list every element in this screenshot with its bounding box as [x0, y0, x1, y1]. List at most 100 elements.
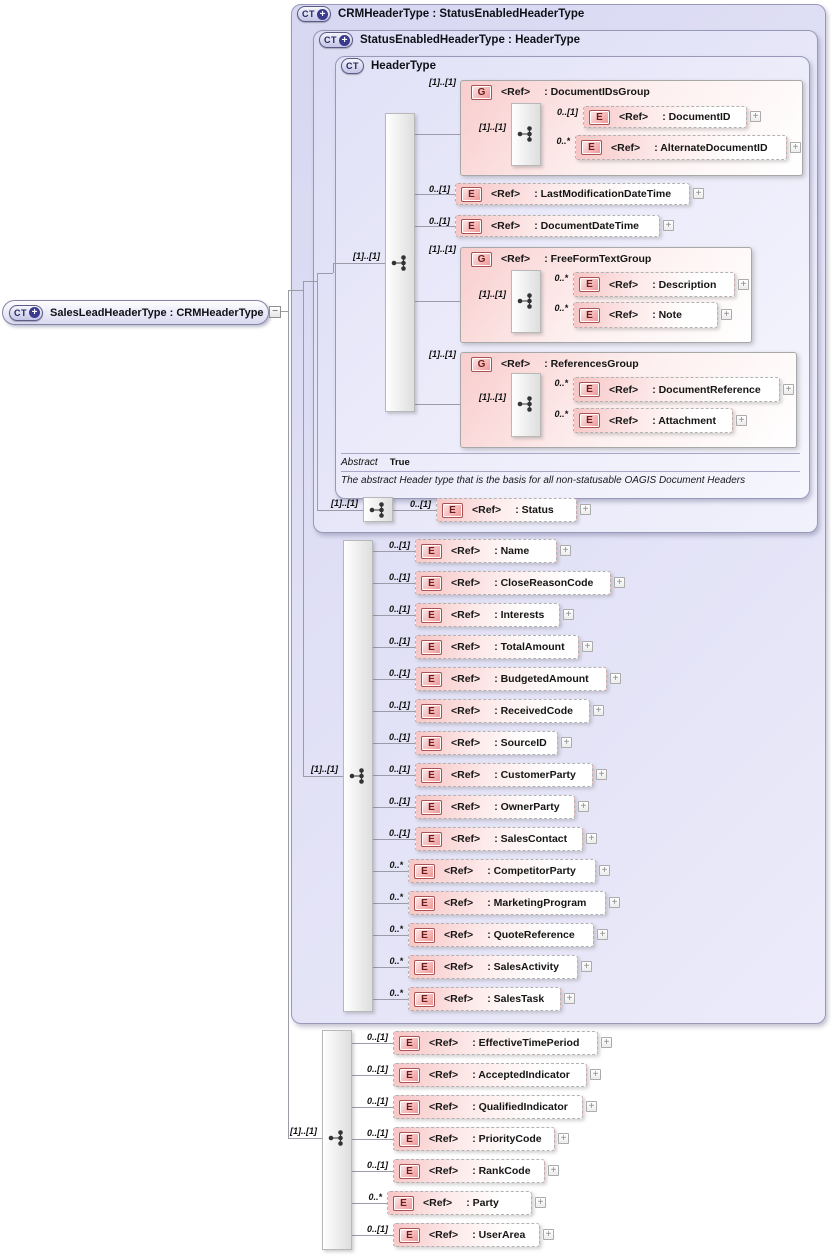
element-acceptedindicator[interactable]: E <Ref>: AcceptedIndicator [393, 1063, 587, 1087]
connector-line [288, 290, 303, 291]
separator [341, 471, 800, 472]
connector-line [373, 935, 408, 936]
expand-icon[interactable]: + [750, 111, 761, 122]
element-competitorparty[interactable]: E <Ref>: CompetitorParty [408, 859, 596, 883]
element-interests[interactable]: E <Ref>: Interests [415, 603, 560, 627]
connector-line [373, 871, 408, 872]
cardinality-label: 0..* [389, 956, 403, 966]
element-salesactivity[interactable]: E <Ref>: SalesActivity [408, 955, 578, 979]
group-icon: G [471, 84, 492, 100]
connector-line [373, 903, 408, 904]
element-icon: E [461, 218, 482, 234]
expand-icon[interactable]: + [614, 577, 625, 588]
element-sourceid[interactable]: E <Ref>: SourceID [415, 731, 558, 755]
element-name: : LastModificationDateTime [534, 188, 672, 200]
expand-icon[interactable]: + [581, 961, 592, 972]
element-name: : Party [466, 1197, 499, 1209]
expand-icon[interactable]: + [578, 801, 589, 812]
connector-line [373, 615, 415, 616]
expand-icon[interactable]: + [535, 1197, 546, 1208]
element-marketingprogram[interactable]: E <Ref>: MarketingProgram [408, 891, 606, 915]
element-ref: <Ref> [444, 929, 474, 941]
abstract-value: True [389, 457, 410, 468]
element-salestask[interactable]: E <Ref>: SalesTask [408, 987, 561, 1011]
expand-icon[interactable]: + [590, 1069, 601, 1080]
expand-icon[interactable]: + [597, 929, 608, 940]
element-note[interactable]: E <Ref>: Note [573, 302, 718, 328]
abstract-label: Abstract [341, 457, 378, 468]
cardinality-label: 0..[1] [388, 828, 410, 838]
expand-icon[interactable]: + [738, 279, 749, 290]
element-qualifiedindicator[interactable]: E <Ref>: QualifiedIndicator [393, 1095, 583, 1119]
element-icon: E [579, 413, 600, 428]
element-ref: <Ref> [444, 961, 474, 973]
element-party[interactable]: E <Ref>: Party [387, 1191, 532, 1215]
element-userarea[interactable]: E <Ref>: UserArea [393, 1223, 540, 1247]
element-icon: E [414, 927, 435, 943]
expand-icon[interactable]: + [593, 705, 604, 716]
expand-icon[interactable]: + [564, 993, 575, 1004]
expand-icon[interactable]: + [561, 737, 572, 748]
sequence-bar-seq-references [511, 373, 541, 437]
expand-icon[interactable]: + [693, 188, 704, 199]
expand-icon[interactable]: + [582, 641, 593, 652]
cardinality-label: [1]..[1] [429, 244, 456, 254]
element-description[interactable]: E <Ref>: Description [573, 272, 735, 297]
element-closereasoncode[interactable]: E <Ref>: CloseReasonCode [415, 571, 611, 595]
group-header-documentidsgroup: G <Ref>: DocumentIDsGroup [466, 83, 650, 101]
element-documentreference[interactable]: E <Ref>: DocumentReference [573, 377, 780, 402]
expand-icon[interactable]: + [558, 1133, 569, 1144]
element-status[interactable]: E <Ref>: Status [436, 498, 577, 522]
cardinality-label: 0..[1] [388, 764, 410, 774]
element-rankcode[interactable]: E <Ref>: RankCode [393, 1159, 545, 1183]
element-receivedcode[interactable]: E <Ref>: ReceivedCode [415, 699, 590, 723]
element-prioritycode[interactable]: E <Ref>: PriorityCode [393, 1127, 555, 1151]
expand-icon[interactable]: + [610, 673, 621, 684]
element-name: : QuoteReference [487, 929, 575, 941]
expand-icon[interactable]: + [548, 1165, 559, 1176]
connector-line [373, 743, 415, 744]
cardinality-label: 0..* [554, 273, 568, 283]
expand-icon[interactable]: + [736, 415, 747, 426]
connector-line [288, 1138, 322, 1139]
element-attachment[interactable]: E <Ref>: Attachment [573, 408, 733, 433]
expand-icon[interactable]: + [601, 1037, 612, 1048]
element-budgetedamount[interactable]: E <Ref>: BudgetedAmount [415, 667, 607, 691]
element-ownerparty[interactable]: E <Ref>: OwnerParty [415, 795, 575, 819]
connector-line [303, 776, 343, 777]
expand-icon[interactable]: + [563, 609, 574, 620]
expand-icon[interactable]: + [599, 865, 610, 876]
element-icon: E [414, 991, 435, 1007]
expand-icon[interactable]: + [721, 309, 732, 320]
element-name[interactable]: E <Ref>: Name [415, 539, 557, 563]
element-quotereference[interactable]: E <Ref> : QuoteReference [408, 923, 594, 947]
group-ref: <Ref> [501, 253, 531, 265]
root-type-node[interactable]: CT + SalesLeadHeaderType : CRMHeaderType [2, 300, 269, 325]
expand-icon[interactable]: + [580, 504, 591, 515]
expand-icon[interactable]: + [783, 384, 794, 395]
expand-icon[interactable]: + [586, 833, 597, 844]
expand-icon[interactable]: + [609, 897, 620, 908]
element-alternatedocumentid[interactable]: E <Ref>: AlternateDocumentID [575, 135, 787, 160]
expand-icon[interactable]: + [790, 142, 801, 153]
element-ref: <Ref> [429, 1165, 459, 1177]
element-ref: <Ref> [451, 705, 481, 717]
element-documentid[interactable]: E <Ref>: DocumentID [583, 106, 747, 128]
expand-icon[interactable]: + [596, 769, 607, 780]
cardinality-label: 0..[1] [428, 184, 450, 194]
element-effectivetimeperiod[interactable]: E <Ref>: EffectiveTimePeriod [393, 1031, 598, 1055]
element-customerparty[interactable]: E <Ref>: CustomerParty [415, 763, 593, 787]
expand-icon[interactable]: + [586, 1101, 597, 1112]
collapse-icon[interactable]: − [269, 306, 281, 318]
expand-icon[interactable]: + [543, 1229, 554, 1240]
expand-icon[interactable]: + [560, 545, 571, 556]
cardinality-label: 0..* [389, 924, 403, 934]
cardinality-label: 0..* [389, 860, 403, 870]
expand-icon[interactable]: + [663, 220, 674, 231]
element-totalamount[interactable]: E <Ref>: TotalAmount [415, 635, 579, 659]
element-documentdatetime[interactable]: E <Ref>: DocumentDateTime [455, 215, 660, 237]
element-salescontact[interactable]: E <Ref>: SalesContact [415, 827, 583, 851]
cardinality-label: 0..[1] [409, 499, 431, 509]
complex-type-icon: CT + [319, 32, 353, 48]
element-lastmodificationdatetime[interactable]: E <Ref>: LastModificationDateTime [455, 183, 690, 205]
